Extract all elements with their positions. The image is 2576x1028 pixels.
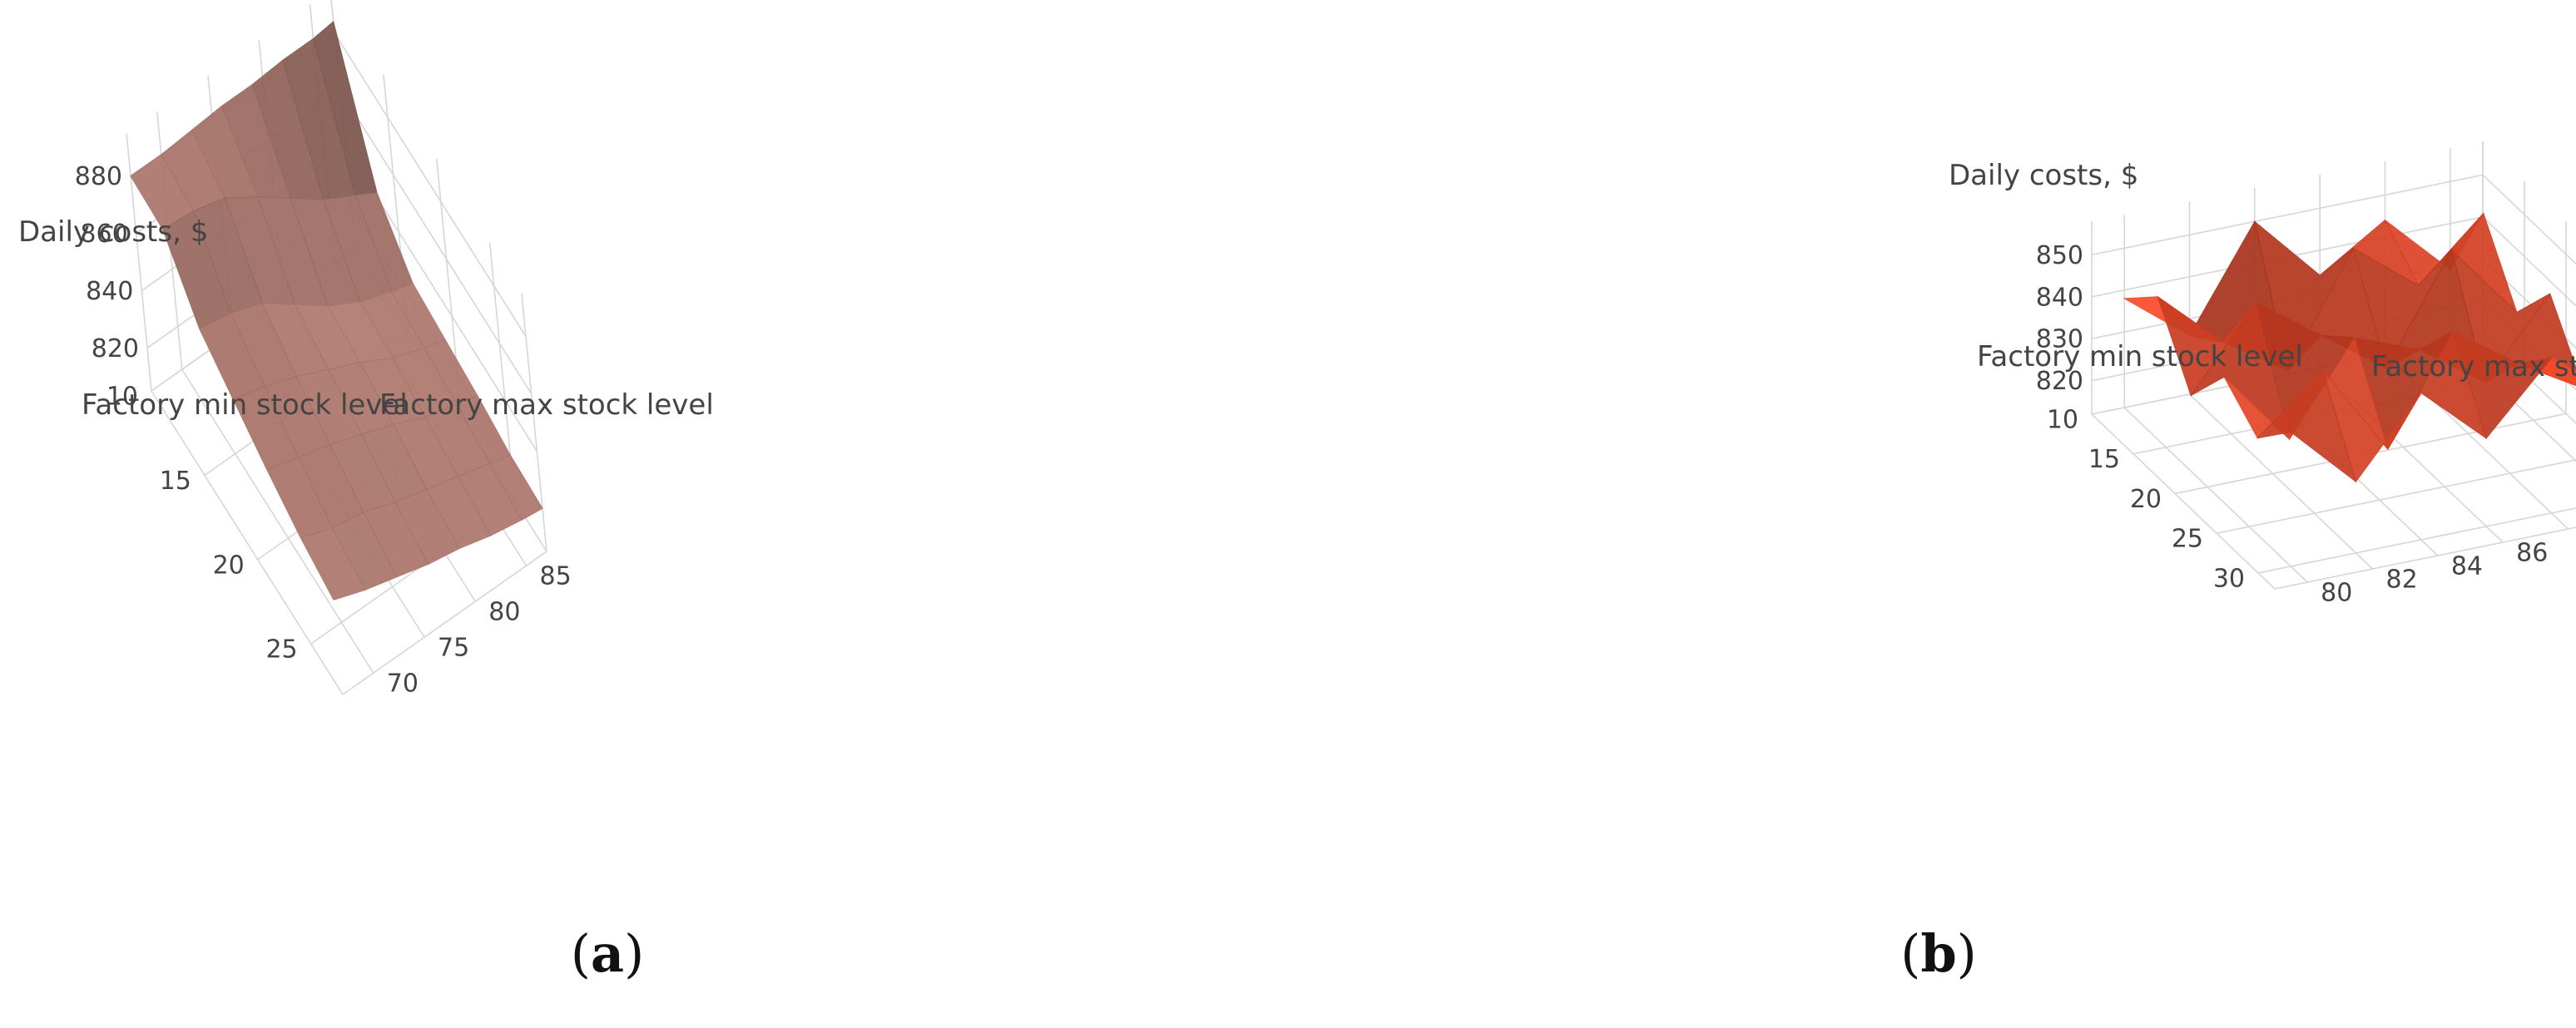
surface-plot-a: 820 840 860 880 10 15 20 25 70 75 80 85 Factory min … — [18, 0, 714, 699]
y-tick-label: 86 — [2516, 539, 2548, 568]
x-tick-label: 20 — [213, 551, 245, 580]
x-axis-title: Factory min stock level — [82, 388, 408, 422]
x-tick-label: 20 — [2130, 485, 2162, 514]
x-tick-label: 15 — [160, 467, 191, 496]
x-tick-label: 25 — [265, 635, 297, 665]
y-tick-label: 82 — [2386, 566, 2418, 595]
z-tick-label: 830 — [2036, 325, 2083, 354]
z-tick-label: 860 — [80, 220, 127, 249]
x-tick-label: 15 — [2088, 445, 2120, 474]
z-tick-label: 840 — [86, 277, 133, 306]
y-axis-title: Factory max stock level — [2371, 350, 2576, 383]
caption-b: (b) — [1900, 923, 1977, 984]
x-tick-label: 25 — [2172, 525, 2203, 554]
x-tick-label: 10 — [2047, 406, 2078, 435]
surface-patch — [2256, 369, 2357, 483]
z-tick-label: 850 — [2036, 241, 2083, 270]
x-axis-title: Factory min stock level — [1977, 340, 2303, 373]
y-tick-label: 80 — [488, 598, 520, 627]
y-tick-label: 84 — [2451, 552, 2483, 581]
z-tick-label: 840 — [2036, 283, 2083, 312]
surface-patch — [300, 527, 366, 600]
surface-mesh — [2123, 212, 2576, 483]
surface-mesh — [130, 20, 543, 600]
surface-plot-b: 8208308408501015202530808284868890Factor… — [1949, 141, 2576, 608]
panel-a: 820 840 860 880 10 15 20 25 70 75 80 85 Factory min … — [0, 0, 1288, 898]
y-tick-label: 75 — [438, 634, 469, 663]
z-axis-title: Daily costs, $ — [1949, 159, 2138, 192]
x-tick-label: 30 — [2213, 564, 2245, 593]
z-axis-title: Daily costs, $ — [18, 215, 208, 249]
caption-a: (a) — [570, 923, 645, 984]
z-tick-label: 880 — [75, 162, 122, 191]
caption-b-letter: b — [1920, 923, 1957, 984]
y-tick-label: 85 — [540, 562, 572, 591]
z-tick-label: 820 — [2036, 367, 2083, 396]
z-tick-label: 820 — [92, 334, 139, 363]
y-axis-title: Factory max stock level — [379, 388, 714, 422]
caption-a-letter: a — [590, 923, 625, 984]
panel-b: 8208308408501015202530808284868890Factor… — [1288, 0, 2576, 898]
y-tick-label: 70 — [387, 670, 419, 699]
x-tick-label: 10 — [107, 383, 138, 412]
y-tick-label: 80 — [2321, 579, 2352, 608]
